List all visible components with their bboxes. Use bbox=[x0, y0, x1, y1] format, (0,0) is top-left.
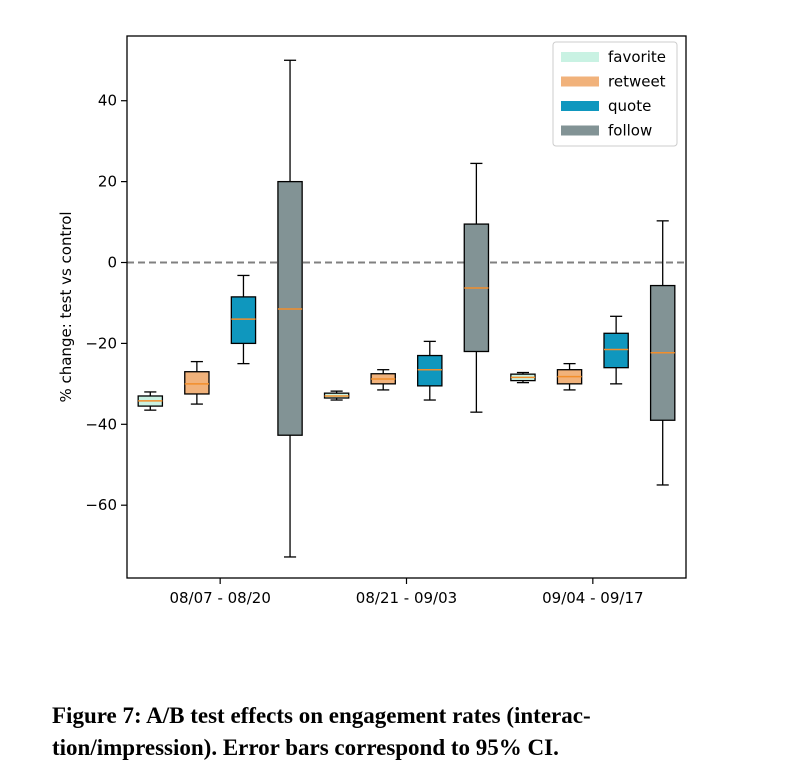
y-axis-label: % change: test vs control bbox=[57, 211, 75, 402]
legend-label-retweet: retweet bbox=[608, 73, 666, 91]
y-tick-label: 20 bbox=[98, 173, 117, 191]
y-axis: 40 20 0 −20 −40 −60 bbox=[85, 92, 127, 514]
boxes-group bbox=[137, 59, 676, 558]
box-quote bbox=[230, 274, 257, 365]
y-tick-label: 40 bbox=[98, 92, 117, 110]
y-tick-label: 0 bbox=[107, 254, 117, 272]
legend-label-follow: follow bbox=[608, 122, 652, 140]
x-tick-label: 08/07 - 08/20 bbox=[169, 589, 270, 607]
box-follow bbox=[277, 59, 303, 558]
box-retweet bbox=[556, 362, 583, 391]
x-axis: 08/07 - 08/20 08/21 - 09/03 09/04 - 09/17 bbox=[169, 578, 644, 607]
y-tick-label: −40 bbox=[85, 415, 117, 433]
box-follow bbox=[463, 162, 490, 413]
box-body bbox=[603, 332, 629, 369]
x-tick-label: 09/04 - 09/17 bbox=[542, 589, 643, 607]
legend-swatch-retweet bbox=[561, 76, 599, 87]
legend-frame bbox=[552, 41, 678, 147]
legend-swatch-quote bbox=[561, 101, 599, 111]
chart: 40 20 0 −20 −40 −60 08/07 - 08/20 08/21 - 09/0… bbox=[57, 35, 687, 607]
box-follow bbox=[649, 220, 676, 486]
box-body bbox=[184, 371, 210, 395]
box-favorite bbox=[510, 371, 536, 384]
box-quote bbox=[417, 340, 443, 401]
caption-line-1: Figure 7: A/B test effects on engagement… bbox=[52, 703, 591, 728]
figure-caption: Figure 7: A/B test effects on engagement… bbox=[52, 700, 764, 764]
y-tick-label: −20 bbox=[85, 334, 117, 352]
legend-label-favorite: favorite bbox=[608, 48, 666, 66]
box-favorite bbox=[137, 391, 164, 411]
box-body bbox=[417, 354, 443, 387]
box-favorite bbox=[323, 390, 350, 401]
chart-svg: 40 20 0 −20 −40 −60 08/07 - 08/20 08/21 - 09/0… bbox=[57, 35, 687, 607]
legend-label-quote: quote bbox=[608, 97, 651, 115]
caption-line-2: tion/impression). Error bars correspond … bbox=[52, 735, 559, 760]
box-quote bbox=[603, 315, 629, 385]
box-retweet bbox=[370, 369, 396, 391]
legend-swatch-follow bbox=[561, 125, 599, 136]
y-tick-label: −60 bbox=[85, 496, 117, 514]
legend-swatch-favorite bbox=[561, 52, 599, 62]
x-tick-label: 08/21 - 09/03 bbox=[356, 589, 457, 607]
box-retweet bbox=[184, 360, 210, 405]
box-body bbox=[230, 296, 257, 345]
legend: favorite retweet quote follow bbox=[552, 41, 678, 147]
